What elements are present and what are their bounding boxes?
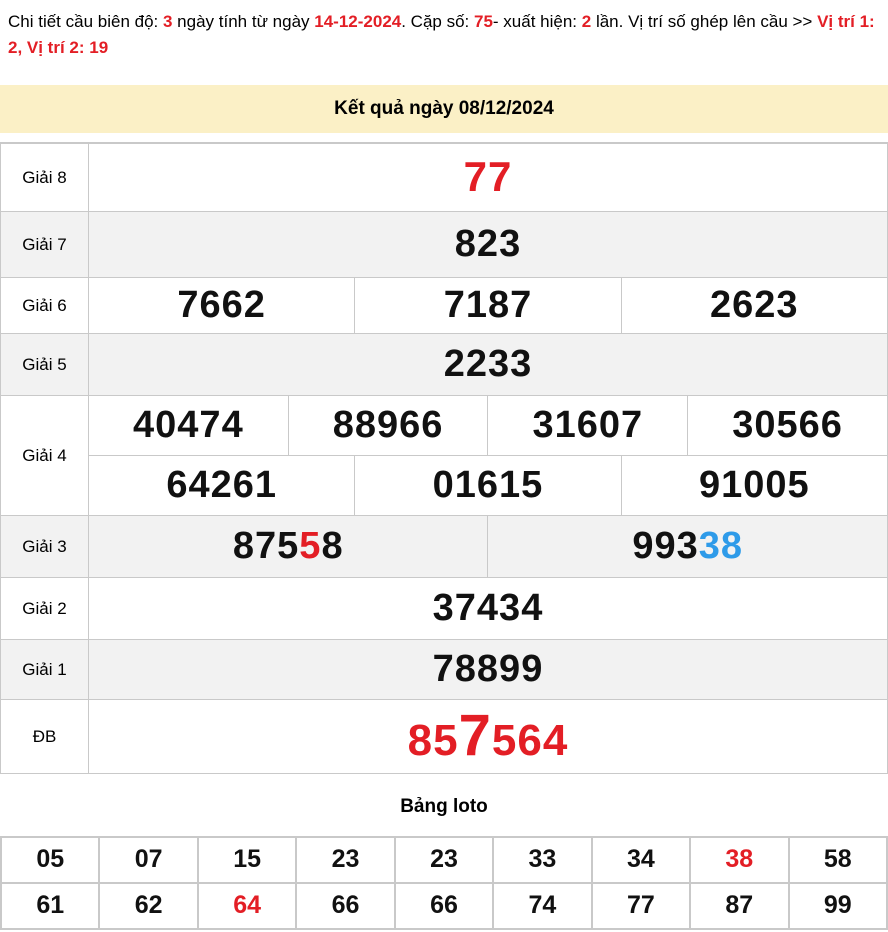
loto-table: 05 07 15 23 23 33 34 38 58 61 62 64 66 6…: [0, 835, 888, 930]
prize-value-g4-2: 88966: [287, 394, 489, 456]
summary-pair-number: 75: [474, 12, 493, 31]
prize-label: Giải 2: [0, 576, 89, 640]
prize-row-giai-3: Giải 3 87558 99338: [0, 514, 888, 578]
cau-summary-text: Chi tiết cầu biên độ: 3 ngày tính từ ngà…: [0, 0, 888, 61]
prize-value-g3-1: 87558: [87, 514, 489, 578]
prize-row-db: ĐB 857564: [0, 698, 888, 774]
prize-value-g1: 78899: [88, 638, 888, 700]
result-date-banner: Kết quả ngày 08/12/2024: [0, 85, 888, 133]
prize-value-g8: 77: [88, 142, 888, 212]
lottery-results-table: Giải 8 77 Giải 7 823 Giải 6 7662 7187 26…: [0, 142, 888, 774]
prize-value-g4-6: 01615: [354, 454, 622, 516]
loto-cell: 61: [0, 881, 101, 930]
prize-row-giai-6: Giải 6 7662 7187 2623: [0, 276, 888, 334]
prize-label: Giải 8: [0, 142, 89, 212]
loto-cell: 33: [492, 835, 593, 884]
loto-cell: 07: [98, 835, 199, 884]
big-digit: 7: [458, 703, 492, 768]
loto-cell: 23: [295, 835, 396, 884]
prize-row-giai-1: Giải 1 78899: [0, 638, 888, 700]
prize-row-giai-4a: Giải 4 40474 88966 31607 30566: [0, 394, 888, 516]
loto-cell-highlighted: 38: [689, 835, 790, 884]
prize-value-g4-4: 30566: [687, 394, 888, 456]
loto-cell: 66: [295, 881, 396, 930]
prize-row-giai-5: Giải 5 2233: [0, 332, 888, 396]
prize-row-giai-8: Giải 8 77: [0, 142, 888, 212]
loto-cell: 34: [590, 835, 692, 884]
loto-cell: 58: [787, 835, 888, 884]
prize-row-giai-7: Giải 7 823: [0, 210, 888, 278]
prize-value-g4-7: 91005: [620, 454, 888, 516]
loto-cell: 87: [689, 881, 790, 930]
summary-segment: - xuất hiện:: [492, 12, 582, 31]
loto-row-2: 61 62 64 66 66 74 77 87 99: [0, 881, 888, 930]
prize-value-g4-1: 40474: [88, 394, 289, 456]
prize-value-db: 857564: [88, 698, 888, 774]
prize-label: Giải 5: [0, 332, 89, 396]
loto-cell: 62: [98, 881, 199, 930]
loto-cell: 74: [492, 881, 593, 930]
digits: 993: [632, 525, 699, 567]
prize-label: Giải 3: [0, 514, 89, 578]
highlighted-digits: 38: [698, 525, 744, 567]
summary-segment: lần. Vị trí số ghép lên cầu >>: [591, 12, 818, 31]
summary-segment: Chi tiết cầu biên độ:: [8, 12, 163, 31]
loto-cell: 05: [0, 835, 101, 884]
digits: 8: [321, 525, 344, 567]
loto-cell: 15: [196, 835, 298, 884]
prize-label: Giải 6: [0, 276, 89, 334]
prize-label: Giải 1: [0, 638, 89, 700]
prize-value-g5: 2233: [88, 332, 888, 396]
summary-positions: Vị trí 1: 2, Vị trí 2: 19: [8, 12, 880, 57]
digits: 875: [232, 525, 300, 567]
loto-cell: 23: [393, 835, 495, 884]
loto-cell: 77: [590, 881, 692, 930]
prize-label: Giải 7: [0, 210, 89, 278]
summary-occurrence-count: 2: [581, 12, 592, 31]
prize-value-g6-1: 7662: [87, 276, 356, 334]
prize-label: ĐB: [0, 698, 89, 774]
prize-value-g6-3: 2623: [620, 276, 888, 334]
digits: 564: [491, 716, 569, 765]
prize-row-giai-4b: 64261 01615 91005: [1, 454, 888, 516]
summary-segment: ngày tính từ ngày: [172, 12, 315, 31]
loto-title: Bảng loto: [400, 795, 488, 817]
loto-cell: 66: [393, 881, 495, 930]
summary-highlight: 3: [162, 12, 173, 31]
prize-value-g6-2: 7187: [354, 276, 622, 334]
loto-cell: 99: [787, 881, 888, 930]
summary-segment: . Cặp số:: [401, 12, 474, 31]
digits: 85: [407, 716, 459, 765]
loto-cell-highlighted: 64: [196, 881, 298, 930]
prize-value-g4-5: 64261: [87, 454, 356, 516]
prize-value-g2: 37434: [88, 576, 888, 640]
loto-row-1: 05 07 15 23 23 33 34 38 58: [0, 835, 888, 884]
prize-value-g3-2: 99338: [487, 514, 888, 578]
prize-label: Giải 4: [0, 394, 89, 516]
prize-row-giai-2: Giải 2 37434: [0, 576, 888, 640]
summary-date: 14-12-2024: [314, 12, 402, 31]
result-date-title: Kết quả ngày 08/12/2024: [334, 98, 554, 119]
prize-value-g4-3: 31607: [487, 394, 689, 456]
highlighted-digit: 5: [299, 525, 322, 567]
prize-value-g7: 823: [88, 210, 888, 278]
